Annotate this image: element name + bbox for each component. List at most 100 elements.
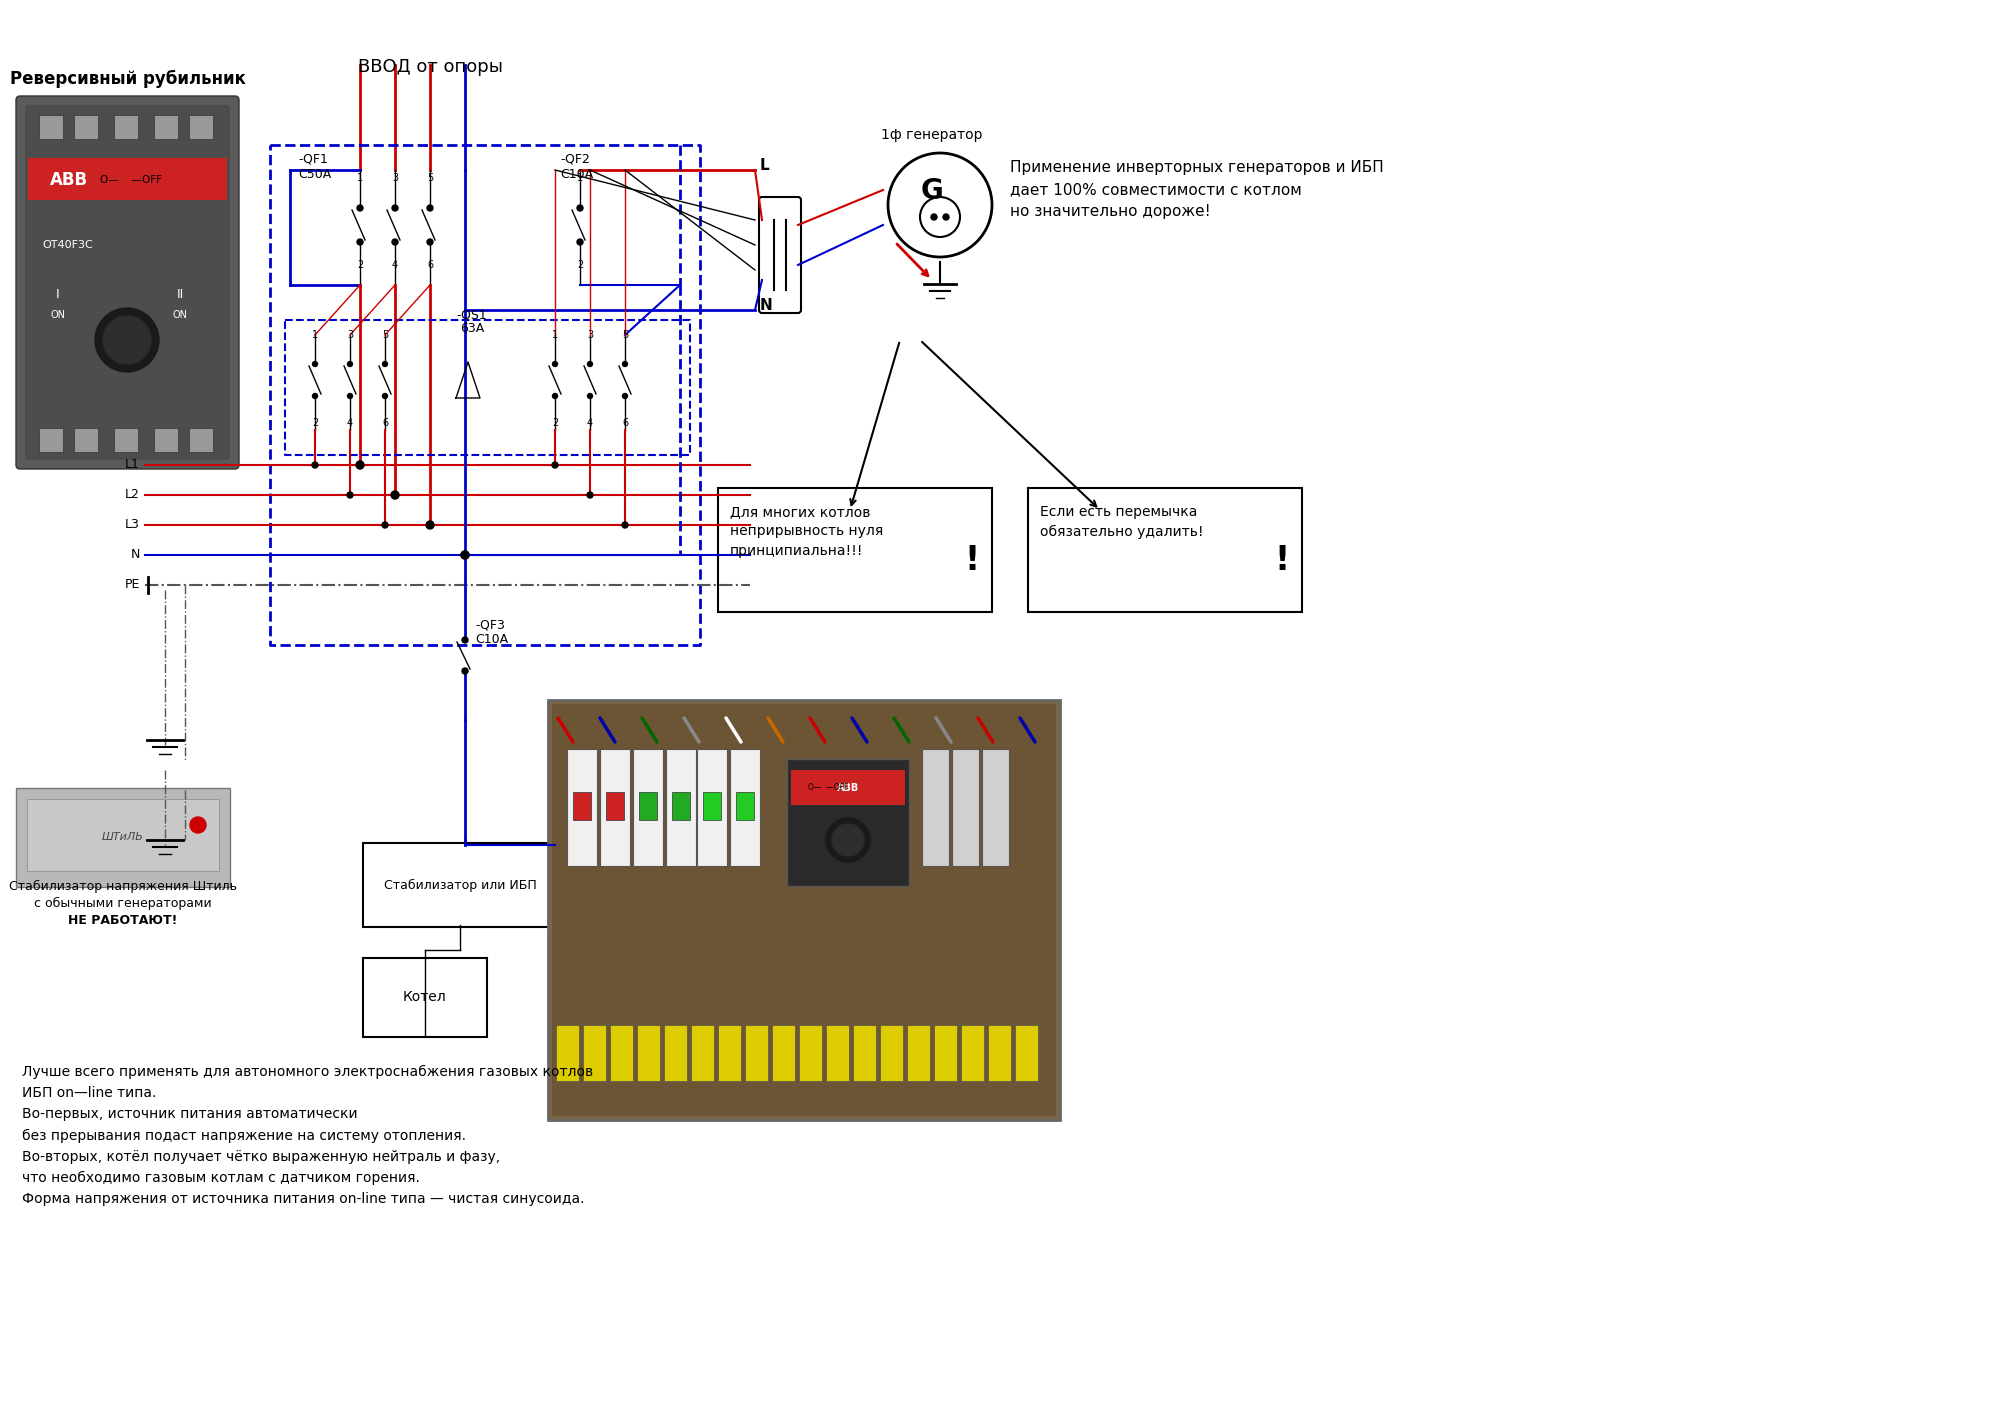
Text: Для многих котлов
неприрывность нуля
принципиальна!!!: Для многих котлов неприрывность нуля при… <box>730 505 884 559</box>
FancyBboxPatch shape <box>552 704 1056 1116</box>
FancyBboxPatch shape <box>798 1025 822 1080</box>
Text: C10A: C10A <box>560 168 594 181</box>
FancyBboxPatch shape <box>772 1025 794 1080</box>
Text: I: I <box>56 288 60 301</box>
FancyBboxPatch shape <box>632 749 664 865</box>
Text: 3: 3 <box>346 329 354 339</box>
Circle shape <box>312 462 318 468</box>
Circle shape <box>312 393 318 399</box>
FancyBboxPatch shape <box>74 115 98 139</box>
FancyBboxPatch shape <box>114 115 138 139</box>
FancyBboxPatch shape <box>852 1025 876 1080</box>
Circle shape <box>576 239 584 245</box>
Text: G: G <box>920 177 944 205</box>
Text: L2: L2 <box>126 488 140 502</box>
Text: 2: 2 <box>576 260 584 270</box>
FancyBboxPatch shape <box>40 428 64 452</box>
Text: 1: 1 <box>576 173 584 182</box>
FancyBboxPatch shape <box>718 1025 740 1080</box>
Text: -QF1: -QF1 <box>298 151 328 165</box>
Circle shape <box>622 393 628 399</box>
Circle shape <box>104 315 152 363</box>
FancyBboxPatch shape <box>698 749 728 865</box>
Circle shape <box>382 393 388 399</box>
FancyBboxPatch shape <box>826 1025 848 1080</box>
FancyBboxPatch shape <box>988 1025 1010 1080</box>
FancyBboxPatch shape <box>40 115 64 139</box>
Circle shape <box>552 393 558 399</box>
Text: с обычными генераторами: с обычными генераторами <box>34 896 212 911</box>
Text: 6: 6 <box>382 419 388 428</box>
FancyBboxPatch shape <box>960 1025 984 1080</box>
Circle shape <box>356 461 364 469</box>
Circle shape <box>382 522 388 527</box>
Circle shape <box>190 817 206 833</box>
Text: Стабилизатор или ИБП: Стабилизатор или ИБП <box>384 878 536 892</box>
Circle shape <box>576 205 584 211</box>
FancyBboxPatch shape <box>640 792 656 820</box>
Text: Применение инверторных генераторов и ИБП
дает 100% совместимости с котлом
но зна: Применение инверторных генераторов и ИБП… <box>1010 160 1384 219</box>
Text: 4: 4 <box>346 419 354 428</box>
Text: -QF3: -QF3 <box>476 618 504 631</box>
FancyBboxPatch shape <box>26 106 228 460</box>
Circle shape <box>348 492 352 498</box>
Circle shape <box>348 362 352 366</box>
FancyBboxPatch shape <box>880 1025 902 1080</box>
FancyBboxPatch shape <box>364 959 488 1036</box>
FancyBboxPatch shape <box>922 749 950 865</box>
FancyBboxPatch shape <box>788 759 908 887</box>
Text: C50A: C50A <box>298 168 332 181</box>
FancyBboxPatch shape <box>982 749 1010 865</box>
FancyBboxPatch shape <box>188 115 212 139</box>
Circle shape <box>96 308 160 372</box>
FancyBboxPatch shape <box>548 700 1060 1120</box>
Text: Реверсивный рубильник: Реверсивный рубильник <box>10 71 246 88</box>
Circle shape <box>356 239 364 245</box>
Text: C10A: C10A <box>476 633 508 646</box>
Text: 3: 3 <box>586 329 594 339</box>
Circle shape <box>932 214 936 221</box>
FancyBboxPatch shape <box>606 792 624 820</box>
Circle shape <box>832 824 864 855</box>
Text: II: II <box>176 288 184 301</box>
Circle shape <box>944 214 950 221</box>
FancyBboxPatch shape <box>636 1025 660 1080</box>
Circle shape <box>460 551 468 559</box>
Text: 2: 2 <box>356 260 364 270</box>
Text: L: L <box>760 157 770 173</box>
FancyBboxPatch shape <box>610 1025 632 1080</box>
FancyBboxPatch shape <box>906 1025 930 1080</box>
Circle shape <box>552 462 558 468</box>
FancyBboxPatch shape <box>16 788 230 887</box>
Text: PE: PE <box>124 578 140 591</box>
Text: !: ! <box>964 543 980 577</box>
Circle shape <box>428 205 432 211</box>
Circle shape <box>460 551 468 559</box>
Text: O—    —OFF: O— —OFF <box>100 175 162 185</box>
FancyBboxPatch shape <box>934 1025 956 1080</box>
Text: Если есть перемычка
обязательно удалить!: Если есть перемычка обязательно удалить! <box>1040 505 1204 539</box>
Circle shape <box>826 819 870 863</box>
Circle shape <box>382 362 388 366</box>
Text: Лучше всего применять для автономного электроснабжения газовых котлов
ИБП on—lin: Лучше всего применять для автономного эл… <box>22 1065 594 1206</box>
FancyBboxPatch shape <box>600 749 630 865</box>
FancyBboxPatch shape <box>574 792 592 820</box>
Text: ON: ON <box>50 310 66 320</box>
Text: НЕ РАБОТАЮТ!: НЕ РАБОТАЮТ! <box>68 913 178 928</box>
Circle shape <box>356 205 364 211</box>
Text: 5: 5 <box>428 173 434 182</box>
FancyBboxPatch shape <box>718 488 992 612</box>
FancyBboxPatch shape <box>154 115 178 139</box>
Text: ABB: ABB <box>50 171 88 189</box>
Circle shape <box>622 362 628 366</box>
Text: 1ф генератор: 1ф генератор <box>882 129 982 141</box>
FancyBboxPatch shape <box>556 1025 578 1080</box>
Text: Котел: Котел <box>404 990 446 1004</box>
Text: 6: 6 <box>428 260 434 270</box>
FancyBboxPatch shape <box>1028 488 1302 612</box>
Text: 2: 2 <box>312 419 318 428</box>
FancyBboxPatch shape <box>114 428 138 452</box>
Text: 1: 1 <box>356 173 364 182</box>
FancyBboxPatch shape <box>792 771 904 805</box>
FancyBboxPatch shape <box>744 1025 768 1080</box>
